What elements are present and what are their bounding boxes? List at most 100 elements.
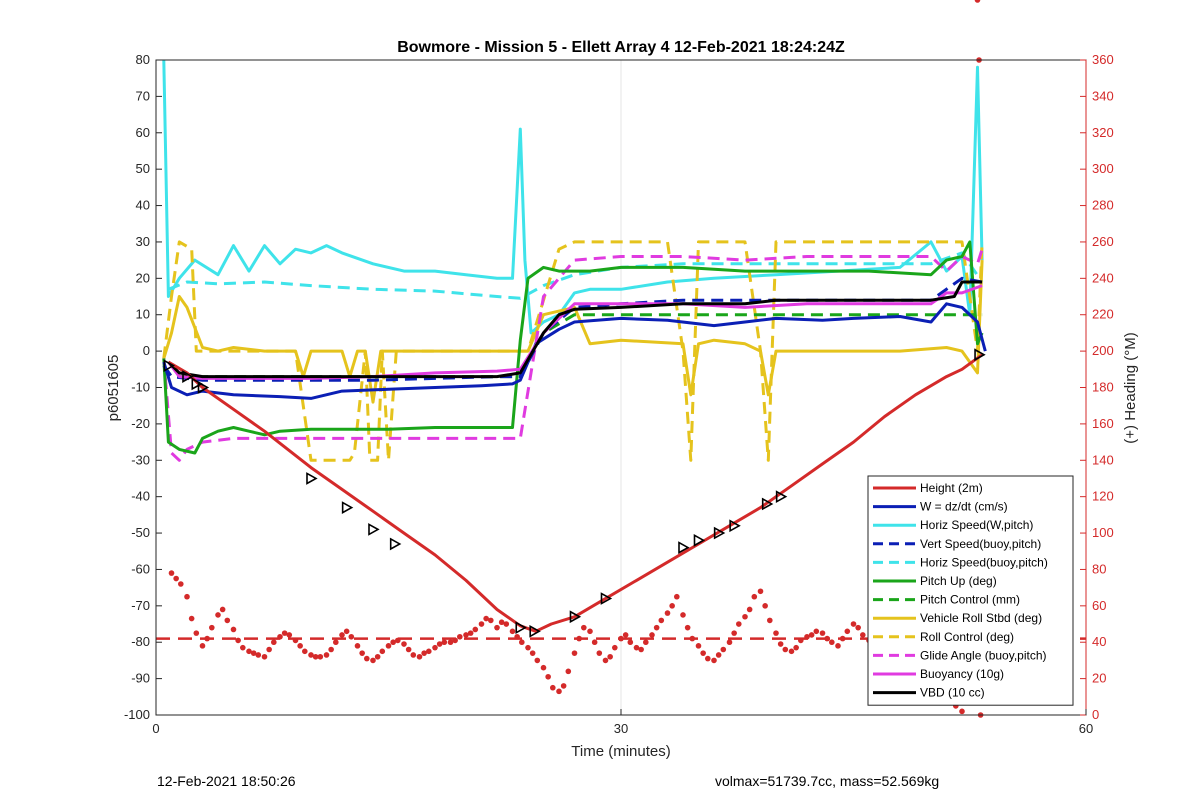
heading-point (695, 643, 702, 649)
y-right-tick-label: 100 (1092, 525, 1114, 540)
heading-point (354, 643, 361, 649)
heading-point (488, 617, 494, 624)
y-right-tick-label: 320 (1092, 125, 1114, 140)
legend-label: Horiz Speed(W,pitch) (920, 518, 1033, 532)
heading-point (193, 630, 200, 636)
series-w-dz-dt-cm-s-line (162, 302, 987, 400)
heading-point (571, 650, 578, 656)
heading-point (622, 632, 629, 638)
heading-point (255, 652, 262, 658)
series-vbd-10-cc-line (167, 280, 983, 379)
heading-point (819, 630, 826, 636)
heading-point (240, 644, 246, 651)
x-tick-label: 0 (152, 721, 159, 736)
heading-point (839, 635, 846, 642)
y-tick-label: -50 (131, 525, 150, 540)
x-tick-label: 60 (1079, 721, 1093, 736)
series-buoyancy-10g-line (167, 284, 983, 380)
heading-point (266, 646, 272, 653)
heading-point (323, 652, 330, 658)
heading-point (359, 650, 365, 656)
y-tick-label: 10 (136, 307, 150, 322)
heading-point (328, 646, 334, 653)
waypoint-marker (182, 370, 194, 383)
heading-point (426, 648, 432, 655)
heading-point (767, 617, 773, 624)
heading-point (860, 632, 866, 638)
heading-point (700, 650, 706, 656)
heading-point (773, 630, 779, 636)
heading-point (782, 646, 789, 653)
heading-point (432, 644, 438, 651)
y-right-tick-label: 40 (1092, 634, 1106, 649)
heading-point (669, 603, 675, 609)
y-right-tick-label: 60 (1092, 598, 1106, 613)
heading-point (529, 650, 536, 656)
heading-point (618, 635, 624, 642)
waypoint-marker (306, 472, 318, 485)
heading-point (798, 637, 804, 644)
heading-point (757, 588, 764, 595)
waypoint-marker (163, 359, 176, 373)
legend-label: Glide Angle (buoy,pitch) (920, 648, 1047, 662)
heading-point (591, 639, 598, 646)
heading-point (416, 653, 423, 660)
left-axis-ticks: -100-90-80-70-60-50-40-30-20-10010203040… (124, 52, 162, 722)
legend-label: Height (2m) (920, 481, 983, 495)
heading-point (813, 628, 820, 635)
y-tick-label: -60 (131, 561, 150, 576)
heading-point (705, 655, 711, 662)
heading-point (959, 708, 965, 715)
heading-point (751, 593, 758, 600)
series-pitch-up-deg-line (162, 240, 984, 455)
heading-point (312, 653, 319, 660)
waypoint-marker (197, 381, 210, 394)
heading-point (835, 643, 841, 649)
y-right-tick-label: 120 (1092, 489, 1114, 504)
heading-point (680, 612, 686, 618)
heading-point (483, 615, 489, 622)
heading-point (576, 635, 582, 642)
heading-point (525, 644, 531, 651)
waypoint-marker (693, 533, 706, 547)
heading-point (746, 606, 753, 613)
y-tick-label: -30 (131, 452, 150, 467)
heading-point (711, 657, 717, 664)
heading-point (271, 639, 277, 646)
y-tick-label: -10 (131, 380, 150, 395)
heading-point (658, 617, 665, 624)
heading-point (684, 624, 691, 631)
y-right-tick-label: 300 (1092, 161, 1114, 176)
y-tick-label: -20 (131, 416, 150, 431)
heading-point (441, 639, 448, 646)
heading-point (364, 655, 370, 662)
waypoint-marker (529, 624, 541, 638)
heading-point (612, 644, 618, 651)
heading-point (401, 641, 407, 647)
waypoint-marker (761, 497, 774, 511)
legend: Height (2m) W = dz/dt (cm/s) Horiz Speed(W… (867, 475, 1074, 706)
heading-point (742, 613, 748, 620)
heading-point (587, 628, 593, 635)
series-horiz-speed-buoy-pitch-line (167, 251, 984, 300)
heading-point (235, 637, 241, 644)
heading-point (224, 617, 231, 624)
y-right-tick-label: 140 (1092, 452, 1114, 467)
heading-point (808, 632, 815, 638)
heading-point (545, 673, 551, 680)
heading-point (777, 641, 784, 647)
x-tick-label: 30 (614, 721, 628, 736)
y-right-tick-label: 240 (1092, 270, 1114, 285)
heading-point (731, 630, 737, 636)
heading-point (467, 630, 474, 636)
heading-point (215, 612, 221, 618)
waypoint-marker (191, 377, 203, 391)
legend-label: Roll Control (deg) (920, 630, 1014, 644)
heading-point (374, 653, 381, 660)
y-right-tick-label: 220 (1092, 307, 1114, 322)
y-tick-label: -40 (131, 489, 150, 504)
heading-point (302, 648, 308, 655)
heading-point (509, 628, 516, 635)
y-tick-label: -90 (131, 671, 150, 686)
heading-point (178, 581, 184, 587)
